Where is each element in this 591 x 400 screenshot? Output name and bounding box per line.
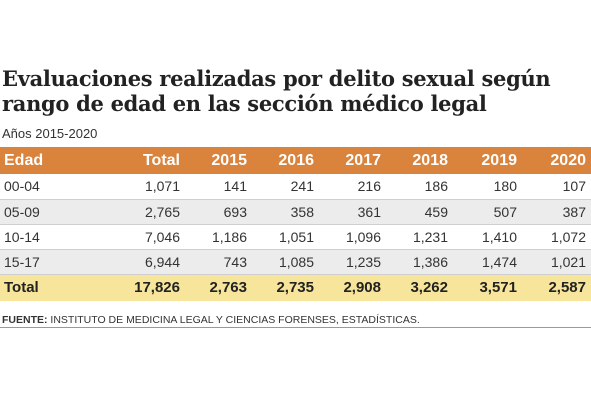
table-cell: 361 — [319, 199, 386, 225]
header-cell-2020: 2020 — [550, 151, 586, 169]
title-line-1: Evaluaciones realizadas por delito sexua… — [2, 66, 551, 91]
table-cell: 141 — [185, 174, 252, 200]
table-row: 00-04 1,071 141 241 216 186 180 107 — [0, 174, 591, 200]
title-line-2: rango de edad en las sección médico lega… — [2, 91, 487, 116]
table-cell: 507 — [453, 199, 522, 225]
table-cell: 15-17 — [0, 249, 100, 275]
table-cell: 00-04 — [0, 174, 100, 200]
table-cell: 2,765 — [100, 199, 185, 225]
total-cell: 2,908 — [343, 279, 381, 297]
table-header-row: Edad Total 2015 2016 2017 2018 2019 2020 — [0, 147, 591, 174]
table-row: 10-14 7,046 1,186 1,051 1,096 1,231 1,41… — [0, 224, 591, 250]
total-cell: 3,571 — [479, 279, 517, 297]
table-cell: 1,021 — [522, 249, 591, 275]
table-cell: 05-09 — [0, 199, 100, 225]
total-cell: 2,735 — [276, 279, 314, 297]
subtitle: Años 2015-2020 — [2, 126, 98, 141]
total-cell: 17,826 — [134, 279, 180, 297]
table-cell: 358 — [252, 199, 319, 225]
table-cell: 459 — [386, 199, 453, 225]
source-note: FUENTE: INSTITUTO DE MEDICINA LEGAL Y CI… — [2, 314, 420, 326]
table-cell: 10-14 — [0, 224, 100, 250]
table-cell: 107 — [522, 174, 591, 200]
table-cell: 1,386 — [386, 249, 453, 275]
table-cell: 743 — [185, 249, 252, 275]
table-cell: 387 — [522, 199, 591, 225]
table-cell: 1,096 — [319, 224, 386, 250]
header-cell-2017: 2017 — [345, 151, 381, 169]
table-cell: 1,186 — [185, 224, 252, 250]
page-title: Evaluaciones realizadas por delito sexua… — [2, 66, 587, 116]
table-cell: 693 — [185, 199, 252, 225]
header-cell-total: Total — [142, 151, 180, 169]
table-cell: 1,072 — [522, 224, 591, 250]
bottom-divider — [0, 327, 591, 328]
table-row: 05-09 2,765 693 358 361 459 507 387 — [0, 199, 591, 225]
data-table: Edad Total 2015 2016 2017 2018 2019 2020… — [0, 147, 591, 301]
table-cell: 1,410 — [453, 224, 522, 250]
header-cell-2019: 2019 — [481, 151, 517, 169]
table-cell: 1,231 — [386, 224, 453, 250]
header-cell-2016: 2016 — [278, 151, 314, 169]
table-cell: 180 — [453, 174, 522, 200]
table-cell: 186 — [386, 174, 453, 200]
table-cell: 1,085 — [252, 249, 319, 275]
table-cell: 241 — [252, 174, 319, 200]
total-cell: 3,262 — [410, 279, 448, 297]
table-cell: 1,474 — [453, 249, 522, 275]
table-cell: 1,071 — [100, 174, 185, 200]
total-cell: 2,587 — [548, 279, 586, 297]
total-row: Total 17,826 2,763 2,735 2,908 3,262 3,5… — [0, 274, 591, 301]
table-row: 15-17 6,944 743 1,085 1,235 1,386 1,474 … — [0, 249, 591, 275]
table-cell: 6,944 — [100, 249, 185, 275]
header-cell-edad: Edad — [4, 151, 44, 169]
table-cell: 7,046 — [100, 224, 185, 250]
source-text: INSTITUTO DE MEDICINA LEGAL Y CIENCIAS F… — [50, 314, 420, 326]
total-label: Total — [4, 279, 39, 297]
source-label: FUENTE: — [2, 314, 48, 326]
table-cell: 1,051 — [252, 224, 319, 250]
table-cell: 216 — [319, 174, 386, 200]
header-cell-2018: 2018 — [412, 151, 448, 169]
header-cell-2015: 2015 — [211, 151, 247, 169]
table-cell: 1,235 — [319, 249, 386, 275]
total-cell: 2,763 — [209, 279, 247, 297]
